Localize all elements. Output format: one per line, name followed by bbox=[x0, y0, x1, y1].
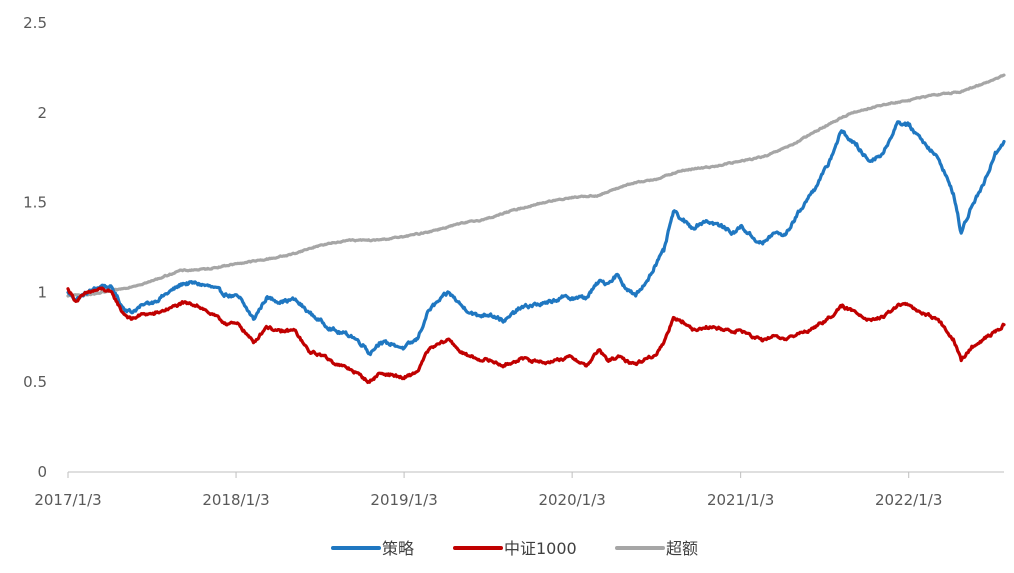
series-line bbox=[66, 73, 1006, 298]
y-axis-tick-labels: 0 0.5 1 1.5 2 2.5 bbox=[23, 14, 47, 481]
y-tick-label: 1 bbox=[37, 283, 47, 301]
x-tick-label: 2018/1/3 bbox=[202, 491, 269, 509]
y-tick-label: 1.5 bbox=[23, 194, 47, 212]
legend: 策略 中证1000 超额 bbox=[331, 539, 698, 558]
y-tick-label: 0 bbox=[37, 463, 47, 481]
x-tick-label: 2022/1/3 bbox=[875, 491, 942, 509]
x-tick-label: 2021/1/3 bbox=[707, 491, 774, 509]
x-axis-ticks: 2017/1/3 2018/1/3 2019/1/3 2020/1/3 2021/1/3… bbox=[34, 472, 942, 509]
series-lines bbox=[66, 73, 1006, 384]
x-tick-label: 2020/1/3 bbox=[538, 491, 605, 509]
y-tick-label: 0.5 bbox=[23, 373, 47, 391]
legend-label: 中证1000 bbox=[504, 539, 577, 558]
x-tick-label: 2017/1/3 bbox=[34, 491, 101, 509]
legend-label: 超额 bbox=[666, 539, 698, 558]
x-tick-label: 2019/1/3 bbox=[370, 491, 437, 509]
series-line bbox=[66, 286, 1006, 384]
series-line bbox=[66, 120, 1006, 357]
legend-label: 策略 bbox=[382, 539, 414, 558]
y-tick-label: 2 bbox=[37, 104, 47, 122]
y-tick-label: 2.5 bbox=[23, 14, 47, 32]
